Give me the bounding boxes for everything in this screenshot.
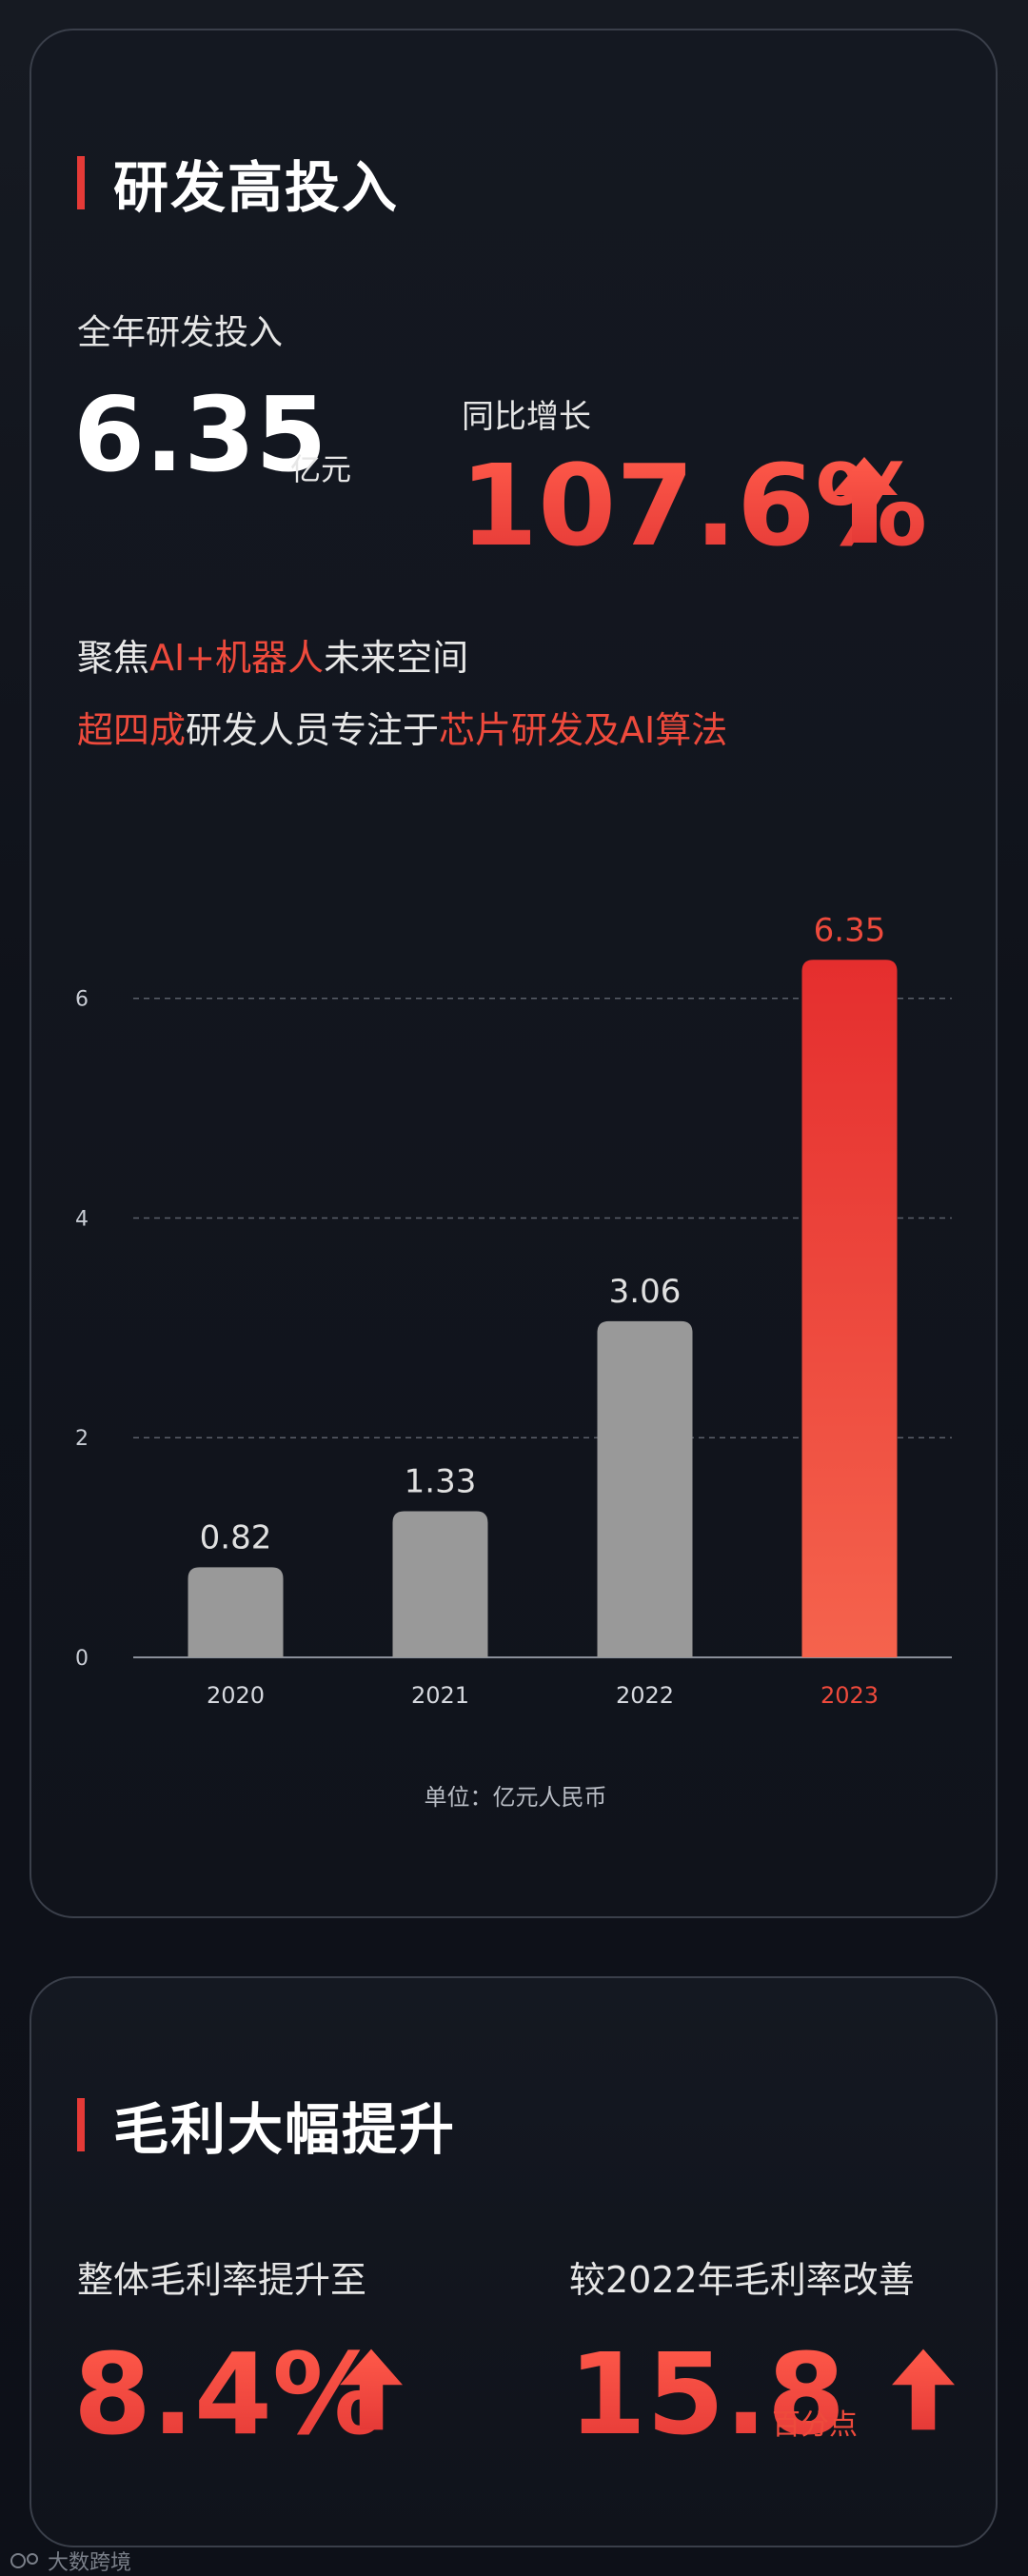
unit-note: 单位：亿元人民币 bbox=[424, 1784, 607, 1811]
y-tick-label: 2 bbox=[75, 1427, 89, 1451]
bar-2021 bbox=[392, 1511, 488, 1657]
staff-line-highlight2: 芯片研发及AI算法 bbox=[439, 709, 728, 751]
x-tick-label-2022: 2022 bbox=[616, 1682, 674, 1709]
bar-2022 bbox=[597, 1320, 693, 1657]
title-accent-bar bbox=[77, 2098, 85, 2151]
gross-margin-card: 毛利大幅提升 整体毛利率提升至 8.4% 较2022年毛利率改善 15.8 百分… bbox=[30, 1976, 998, 2547]
value-label-2020: 0.82 bbox=[200, 1518, 272, 1556]
section-title-rd: 研发高投入 bbox=[77, 143, 399, 223]
focus-line: 聚焦AI+机器人未来空间 bbox=[77, 628, 468, 681]
y-tick-label: 4 bbox=[75, 1207, 89, 1231]
staff-line-highlight1: 超四成 bbox=[77, 709, 187, 751]
up-arrow-icon bbox=[831, 457, 898, 543]
section-title-text: 研发高投入 bbox=[113, 155, 400, 220]
value-label-2022: 3.06 bbox=[609, 1273, 682, 1311]
margin-improvement-value: 15.8 bbox=[568, 2328, 846, 2460]
total-rd-value: 6.35 bbox=[73, 376, 327, 495]
x-tick-label-2023: 2023 bbox=[820, 1682, 879, 1709]
staff-line-part2: 研发人员专注于 bbox=[186, 709, 440, 751]
bar-2023 bbox=[801, 960, 898, 1657]
x-tick-label-2021: 2021 bbox=[411, 1682, 469, 1709]
title-accent-bar bbox=[77, 156, 85, 209]
section-title-margin: 毛利大幅提升 bbox=[77, 2085, 456, 2165]
value-label-2023: 6.35 bbox=[814, 911, 886, 949]
brand-logo-icon bbox=[10, 2553, 38, 2568]
brand-name: 大数跨境 bbox=[48, 2551, 132, 2575]
focus-line-part1: 聚焦 bbox=[77, 637, 150, 679]
focus-line-highlight: AI+机器人 bbox=[149, 637, 325, 679]
staff-line: 超四成研发人员专注于芯片研发及AI算法 bbox=[77, 701, 727, 753]
rd-bar-chart: 0 2 4 6 0.82 1.33 3.06 6.35 2020 2021 2022 2023 bbox=[75, 911, 952, 1709]
x-tick-label-2020: 2020 bbox=[207, 1682, 265, 1709]
section-title-text: 毛利大幅提升 bbox=[113, 2097, 457, 2162]
yoy-label: 同比增长 bbox=[462, 398, 591, 436]
margin-improvement-label: 较2022年毛利率改善 bbox=[569, 2259, 915, 2301]
total-rd-label: 全年研发投入 bbox=[77, 313, 284, 352]
footer-watermark: 大数跨境 bbox=[10, 2546, 131, 2576]
overall-margin-label: 整体毛利率提升至 bbox=[77, 2259, 367, 2301]
up-arrow-icon bbox=[340, 2348, 403, 2430]
up-arrow-icon bbox=[892, 2348, 955, 2430]
focus-line-part3: 未来空间 bbox=[324, 637, 469, 679]
total-rd-unit: 亿元 bbox=[290, 451, 352, 487]
margin-improvement-unit: 百分点 bbox=[772, 2408, 858, 2442]
value-label-2021: 1.33 bbox=[405, 1463, 477, 1501]
y-tick-label: 0 bbox=[75, 1647, 89, 1671]
yoy-value: 107.6% bbox=[460, 440, 928, 571]
bar-2020 bbox=[188, 1567, 284, 1657]
y-tick-label: 6 bbox=[75, 988, 89, 1012]
overall-margin-value: 8.4% bbox=[73, 2328, 386, 2460]
